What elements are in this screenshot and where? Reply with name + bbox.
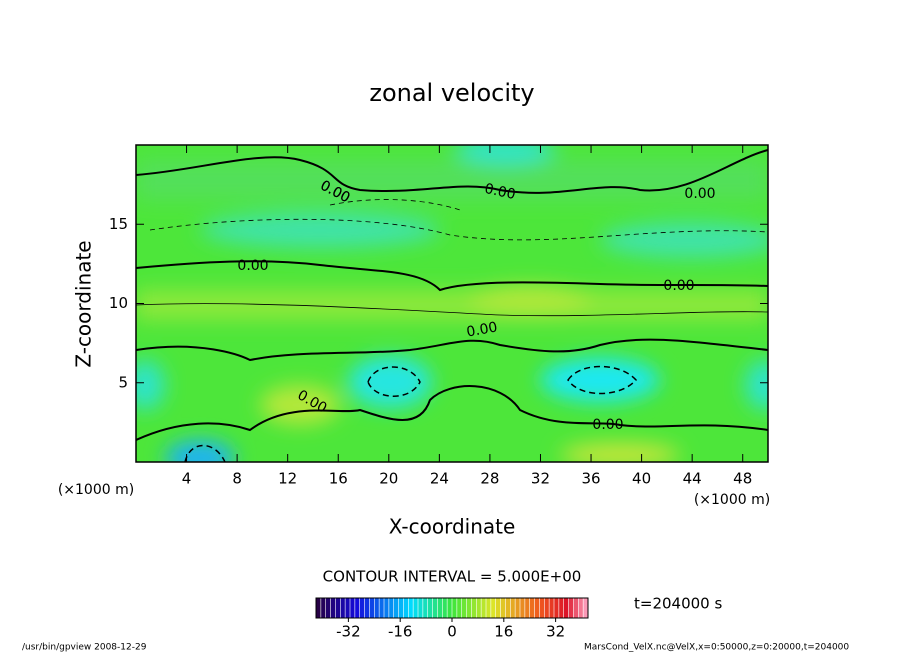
x-tick-label: 44: [683, 470, 702, 488]
contour-field: [136, 145, 768, 462]
colorbar-swatch: [505, 598, 511, 618]
colorbar-swatch: [524, 598, 531, 618]
colorbar-swatch: [515, 598, 521, 618]
x-tick-label: 24: [430, 470, 449, 488]
colorbar-swatch: [495, 598, 501, 618]
colorbar-swatch: [418, 598, 424, 618]
footer: /usr/bin/gpview 2008-12-29: [22, 643, 147, 653]
colorbar-swatch: [340, 598, 346, 618]
colorbar-swatch: [544, 598, 550, 618]
colorbar-swatch: [427, 598, 433, 618]
colorbar-swatch: [335, 598, 341, 618]
colorbar-swatch: [320, 598, 327, 618]
colorbar-swatch: [471, 598, 477, 618]
colorbar-swatch: [432, 598, 438, 618]
colorbar-swatch: [330, 598, 336, 618]
colorbar-swatch: [554, 598, 560, 618]
colorbar-swatch: [549, 598, 555, 618]
colorbar-swatch: [379, 598, 385, 618]
colorbar-swatch: [345, 598, 351, 618]
colorbar-swatch: [456, 598, 463, 618]
colorbar-swatch: [393, 598, 399, 618]
colorbar-swatch: [534, 598, 540, 618]
x-tick-label: 16: [329, 470, 348, 488]
colorbar-swatch: [447, 598, 453, 618]
colorbar-tick-label: 32: [546, 623, 565, 641]
y-tick-label: 10: [109, 294, 128, 312]
colorbar-swatch: [388, 598, 395, 618]
colorbar-swatch: [364, 598, 370, 618]
colorbar-swatch: [578, 598, 584, 618]
x-tick-label: 32: [531, 470, 550, 488]
contour-label: 0.00: [465, 319, 498, 340]
colorbar-swatch: [486, 598, 492, 618]
colorbar-tick-label: -16: [388, 623, 413, 641]
y-axis-label: Z-coordinate: [72, 240, 96, 367]
colorbar-swatch: [384, 598, 390, 618]
x-unit: (×1000 m): [58, 482, 134, 498]
colorbar-swatch: [413, 598, 419, 618]
contour-label: 0.00: [483, 181, 517, 203]
x-tick-label: 8: [232, 470, 242, 488]
colorbar-swatch: [461, 598, 467, 618]
colorbar-swatch: [510, 598, 516, 618]
colorbar-swatch: [568, 598, 574, 618]
colorbar-swatch: [583, 598, 589, 618]
colorbar-swatch: [325, 598, 331, 618]
footer: MarsCond_VelX.nc@VelX,x=0:50000,z=0:2000…: [584, 643, 849, 653]
chart-title: zonal velocity: [369, 79, 534, 107]
colorbar-swatch: [442, 598, 448, 618]
y-tick-label: 5: [118, 373, 128, 391]
x-tick-label: 20: [379, 470, 398, 488]
x-tick-label: 4: [182, 470, 192, 488]
colorbar-swatch: [500, 598, 506, 618]
colorbar-swatch: [481, 598, 487, 618]
colorbar-swatch: [354, 598, 361, 618]
colorbar-swatch: [374, 598, 380, 618]
y-tick-label: 15: [109, 215, 128, 233]
colorbar-swatch: [490, 598, 497, 618]
colorbar-tick-label: 16: [494, 623, 513, 641]
x-tick-label: 28: [480, 470, 499, 488]
x-axis-label: X-coordinate: [389, 515, 516, 539]
colorbar-swatch: [573, 598, 579, 618]
colorbar-swatch: [359, 598, 365, 618]
colorbar-swatch: [408, 598, 414, 618]
x-tick-label: 40: [632, 470, 651, 488]
colorbar-swatch: [466, 598, 472, 618]
colorbar-swatch: [316, 598, 322, 618]
x-tick-label: 48: [733, 470, 752, 488]
colorbar-swatch: [529, 598, 535, 618]
colorbar-swatch: [563, 598, 569, 618]
x-tick-label: 36: [581, 470, 600, 488]
colorbar-swatch: [403, 598, 409, 618]
colorbar-swatch: [520, 598, 526, 618]
contour-label: 0.00: [663, 278, 694, 294]
contour-label: 0.00: [592, 417, 623, 433]
x-tick-label: 12: [278, 470, 297, 488]
colorbar-swatch: [558, 598, 565, 618]
colorbar-swatch: [350, 598, 356, 618]
colorbar-tick-label: -32: [336, 623, 361, 641]
colorbar-swatch: [398, 598, 404, 618]
colorbar-swatch: [539, 598, 545, 618]
colorbar-swatch: [422, 598, 429, 618]
colorbar-swatch: [369, 598, 375, 618]
colorbar-tick-label: 0: [447, 623, 457, 641]
time-label: t=204000 s: [634, 595, 722, 613]
contour-interval: CONTOUR INTERVAL = 5.000E+00: [323, 568, 582, 586]
colorbar-swatch: [437, 598, 443, 618]
contour-label: 0.00: [237, 258, 268, 274]
contour-label: 0.00: [684, 186, 715, 202]
colorbar-swatch: [476, 598, 482, 618]
x-unit: (×1000 m): [694, 492, 770, 508]
colorbar-swatch: [452, 598, 458, 618]
